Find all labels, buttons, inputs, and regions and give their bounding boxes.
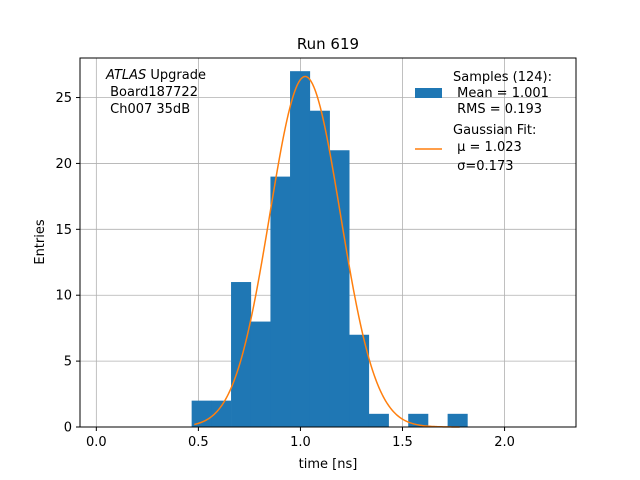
legend-samples-mean: Mean = 1.001	[453, 86, 549, 101]
y-tick-label-4: 20	[55, 157, 72, 172]
legend: Samples (124): Mean = 1.001 RMS = 0.193 …	[415, 70, 552, 174]
annotation-upgrade: Upgrade	[146, 68, 206, 83]
x-tick-label-4: 2.0	[494, 435, 515, 450]
y-tick-label-2: 10	[55, 289, 72, 304]
atlas-label: ATLAS	[105, 68, 146, 83]
histogram-bar-3	[250, 321, 271, 427]
histogram-bar-6	[309, 110, 330, 427]
histogram-bar-2	[231, 282, 252, 427]
x-axis-label: time [ns]	[299, 457, 358, 472]
histogram-bar-1	[211, 400, 232, 427]
histogram-bar-5	[290, 71, 311, 427]
histogram-bar-8	[349, 334, 370, 427]
chart-title: Run 619	[297, 35, 359, 53]
histogram-bar-13	[447, 413, 468, 427]
x-tick-label-0: 0.0	[86, 435, 107, 450]
y-tick-label-1: 5	[64, 355, 72, 370]
legend-fit-sigma: σ=0.173	[453, 159, 513, 174]
y-tick-label-0: 0	[64, 421, 72, 436]
legend-fit-mu: μ = 1.023	[453, 140, 522, 155]
histogram-bar-0	[191, 400, 212, 427]
x-tick-label-2: 1.0	[290, 435, 311, 450]
legend-samples-patch	[415, 88, 442, 98]
gaussian-fit-line	[194, 75, 460, 428]
x-axis-ticks: 0.0 0.5 1.0 1.5 2.0	[86, 427, 515, 450]
annotation-channel: Ch007 35dB	[106, 102, 190, 117]
annotation-board: Board187722	[106, 85, 198, 100]
plot-frame	[79, 57, 577, 428]
histogram-bars	[191, 71, 468, 427]
y-axis-ticks: 0 5 10 15 20 25	[55, 91, 80, 436]
y-tick-label-5: 25	[55, 91, 72, 106]
histogram-bar-7	[329, 150, 350, 427]
annotation-line-1: ATLAS Upgrade	[105, 68, 206, 83]
y-axis-label: Entries	[33, 219, 48, 265]
histogram-bar-4	[270, 176, 291, 427]
histogram-bar-9	[368, 413, 389, 427]
legend-samples-rms: RMS = 0.193	[453, 102, 542, 117]
legend-fit-title: Gaussian Fit:	[453, 123, 536, 138]
legend-samples-title: Samples (124):	[453, 70, 552, 85]
atlas-annotation: ATLAS Upgrade Board187722 Ch007 35dB	[105, 68, 206, 117]
x-tick-label-3: 1.5	[392, 435, 413, 450]
x-tick-label-1: 0.5	[188, 435, 209, 450]
y-tick-label-3: 15	[55, 223, 72, 238]
